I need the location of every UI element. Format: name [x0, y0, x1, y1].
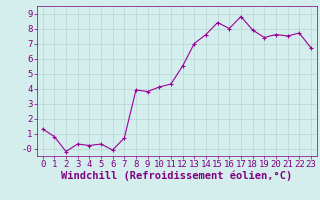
X-axis label: Windchill (Refroidissement éolien,°C): Windchill (Refroidissement éolien,°C): [61, 171, 292, 181]
